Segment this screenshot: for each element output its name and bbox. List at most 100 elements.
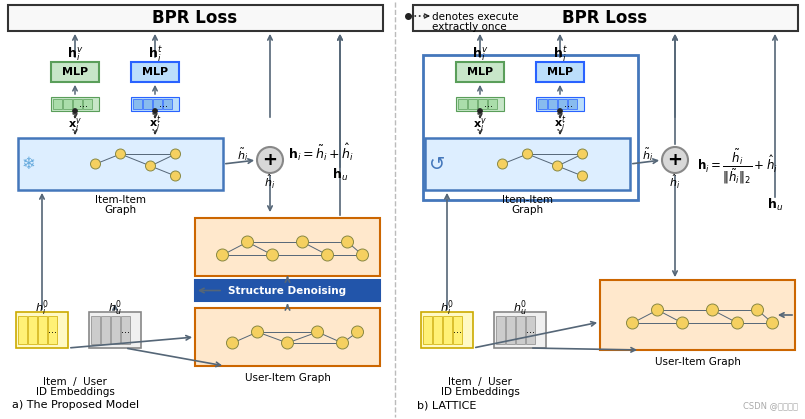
Text: $\mathbf{h}_u$: $\mathbf{h}_u$ [767, 197, 783, 213]
Text: +: + [262, 151, 278, 169]
Circle shape [662, 147, 688, 173]
Bar [63, 99, 72, 109]
Bar [423, 55, 638, 200]
Bar [143, 99, 152, 109]
Circle shape [266, 249, 279, 261]
Text: $h_u^0$: $h_u^0$ [513, 298, 527, 318]
Text: BPR Loss: BPR Loss [152, 9, 237, 27]
Text: CSDN @南宫凝忆: CSDN @南宫凝忆 [743, 401, 798, 410]
Text: denotes execute: denotes execute [432, 12, 518, 22]
Bar [488, 99, 497, 109]
Bar [8, 5, 383, 31]
Circle shape [522, 149, 532, 159]
Text: b) LATTICE: b) LATTICE [417, 400, 477, 410]
Bar [51, 62, 99, 82]
Text: $\mathbf{h}_i^v$: $\mathbf{h}_i^v$ [472, 45, 488, 63]
Text: ...: ... [526, 325, 535, 335]
Circle shape [341, 236, 353, 248]
Text: $\tilde{h}_i$: $\tilde{h}_i$ [642, 147, 653, 163]
Circle shape [357, 249, 369, 261]
Bar [458, 99, 467, 109]
Bar [131, 97, 179, 111]
Text: ...: ... [121, 325, 130, 335]
Circle shape [651, 304, 663, 316]
Text: ...: ... [564, 99, 572, 109]
Circle shape [226, 337, 238, 349]
Bar [423, 316, 432, 344]
Text: $\mathbf{h}_i^v$: $\mathbf{h}_i^v$ [67, 45, 83, 63]
Text: MLP: MLP [142, 67, 168, 77]
Bar [133, 99, 142, 109]
Bar [425, 138, 630, 190]
Text: Item-Item: Item-Item [502, 195, 553, 205]
Text: User-Item Graph: User-Item Graph [245, 373, 330, 383]
Text: Structure Denoising: Structure Denoising [229, 285, 347, 295]
Circle shape [282, 337, 294, 349]
Circle shape [251, 326, 263, 338]
Circle shape [217, 249, 229, 261]
Text: $h_i^0$: $h_i^0$ [35, 298, 49, 318]
Bar [413, 5, 798, 31]
Circle shape [242, 236, 254, 248]
Circle shape [752, 304, 763, 316]
Text: extractly once: extractly once [432, 22, 506, 32]
Circle shape [90, 159, 101, 169]
Text: $\mathbf{x}_i^t$: $\mathbf{x}_i^t$ [554, 115, 566, 133]
Text: a) The Proposed Model: a) The Proposed Model [12, 400, 139, 410]
Bar [568, 99, 577, 109]
Text: ...: ... [159, 99, 167, 109]
Text: ...: ... [47, 325, 56, 335]
Bar [18, 316, 27, 344]
Text: User-Item Graph: User-Item Graph [654, 357, 741, 367]
Circle shape [577, 149, 588, 159]
Text: Graph: Graph [105, 205, 137, 215]
Bar [163, 99, 172, 109]
Bar [28, 316, 37, 344]
Circle shape [146, 161, 155, 171]
Bar [506, 316, 515, 344]
Bar [91, 316, 100, 344]
Bar [548, 99, 557, 109]
Text: Item  /  User: Item / User [43, 377, 107, 387]
Bar [600, 280, 795, 350]
Bar [153, 99, 162, 109]
Text: ID Embeddings: ID Embeddings [440, 387, 519, 397]
Bar [89, 312, 141, 348]
Bar [456, 97, 504, 111]
Bar [121, 316, 130, 344]
Bar [456, 62, 504, 82]
Circle shape [171, 149, 180, 159]
Circle shape [497, 159, 507, 169]
Text: BPR Loss: BPR Loss [563, 9, 647, 27]
Text: ...: ... [484, 99, 493, 109]
Circle shape [626, 317, 638, 329]
Circle shape [352, 326, 364, 338]
Bar [421, 312, 473, 348]
Bar [468, 99, 477, 109]
Text: ID Embeddings: ID Embeddings [35, 387, 114, 397]
Bar [111, 316, 120, 344]
Bar [195, 280, 380, 301]
Circle shape [115, 149, 126, 159]
Circle shape [676, 317, 688, 329]
Circle shape [152, 109, 158, 114]
Text: $\mathbf{h}_i = \tilde{h}_i + \hat{h}_i$: $\mathbf{h}_i = \tilde{h}_i + \hat{h}_i$ [288, 142, 353, 163]
Text: $\tilde{h}_i$: $\tilde{h}_i$ [237, 147, 248, 163]
Text: MLP: MLP [62, 67, 88, 77]
Text: $\mathbf{x}_i^v$: $\mathbf{x}_i^v$ [68, 116, 82, 132]
Text: ...: ... [79, 99, 88, 109]
Bar [73, 99, 82, 109]
Circle shape [552, 161, 563, 171]
Text: $\mathbf{x}_i^v$: $\mathbf{x}_i^v$ [473, 116, 487, 132]
Text: $\mathbf{h}_i^t$: $\mathbf{h}_i^t$ [147, 44, 163, 64]
Text: Item  /  User: Item / User [448, 377, 512, 387]
Circle shape [558, 109, 563, 114]
Circle shape [477, 109, 482, 114]
Text: $\mathbf{h}_u$: $\mathbf{h}_u$ [332, 167, 348, 183]
Bar [48, 316, 57, 344]
Text: $\mathbf{h}_i^t$: $\mathbf{h}_i^t$ [553, 44, 568, 64]
Circle shape [312, 326, 324, 338]
Circle shape [257, 147, 283, 173]
Circle shape [732, 317, 744, 329]
Bar [195, 308, 380, 366]
